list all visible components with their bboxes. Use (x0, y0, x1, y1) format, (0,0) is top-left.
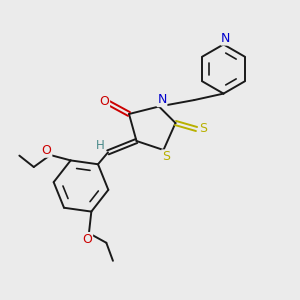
Text: O: O (82, 233, 92, 246)
Text: S: S (162, 150, 170, 163)
Text: S: S (199, 122, 207, 135)
Text: N: N (157, 93, 167, 106)
Text: N: N (221, 32, 231, 45)
Text: O: O (42, 144, 52, 157)
Text: O: O (100, 94, 109, 108)
Text: H: H (96, 139, 105, 152)
